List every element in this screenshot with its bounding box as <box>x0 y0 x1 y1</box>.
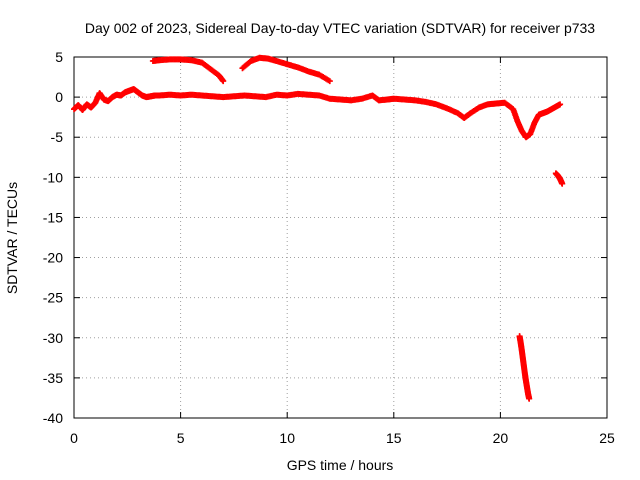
y-tick-label: -20 <box>43 250 63 266</box>
y-tick-label: -35 <box>43 370 63 386</box>
grid <box>74 57 607 418</box>
x-tick-label: 5 <box>177 430 185 446</box>
y-tick-label: -10 <box>43 169 63 185</box>
y-tick-label: -40 <box>43 410 63 426</box>
x-axis-label: GPS time / hours <box>287 457 394 473</box>
axis-ticks: 0 5 10 15 20 25 5 0 -5 -10 -15 -20 -25 -30 -35 -40 <box>43 49 615 446</box>
y-tick-label: -25 <box>43 290 63 306</box>
data-point <box>557 101 564 108</box>
data-point <box>559 180 566 187</box>
data-point <box>526 395 533 402</box>
plot-frame <box>73 56 608 419</box>
data-point <box>326 78 333 85</box>
x-tick-label: 15 <box>386 430 402 446</box>
x-tick-label: 20 <box>493 430 509 446</box>
chart-title: Day 002 of 2023, Sidereal Day-to-day VTE… <box>85 20 595 36</box>
x-tick-label: 25 <box>599 430 615 446</box>
y-tick-label: -5 <box>51 129 64 145</box>
data-point <box>220 78 227 85</box>
y-axis-label: SDTVAR / TECUs <box>4 182 20 294</box>
x-tick-label: 0 <box>70 430 78 446</box>
y-tick-label: 0 <box>55 89 63 105</box>
x-tick-label: 10 <box>279 430 295 446</box>
y-tick-label: 5 <box>55 49 63 65</box>
y-tick-label: -30 <box>43 330 63 346</box>
data-markers <box>71 54 566 402</box>
y-tick-label: -15 <box>43 209 63 225</box>
